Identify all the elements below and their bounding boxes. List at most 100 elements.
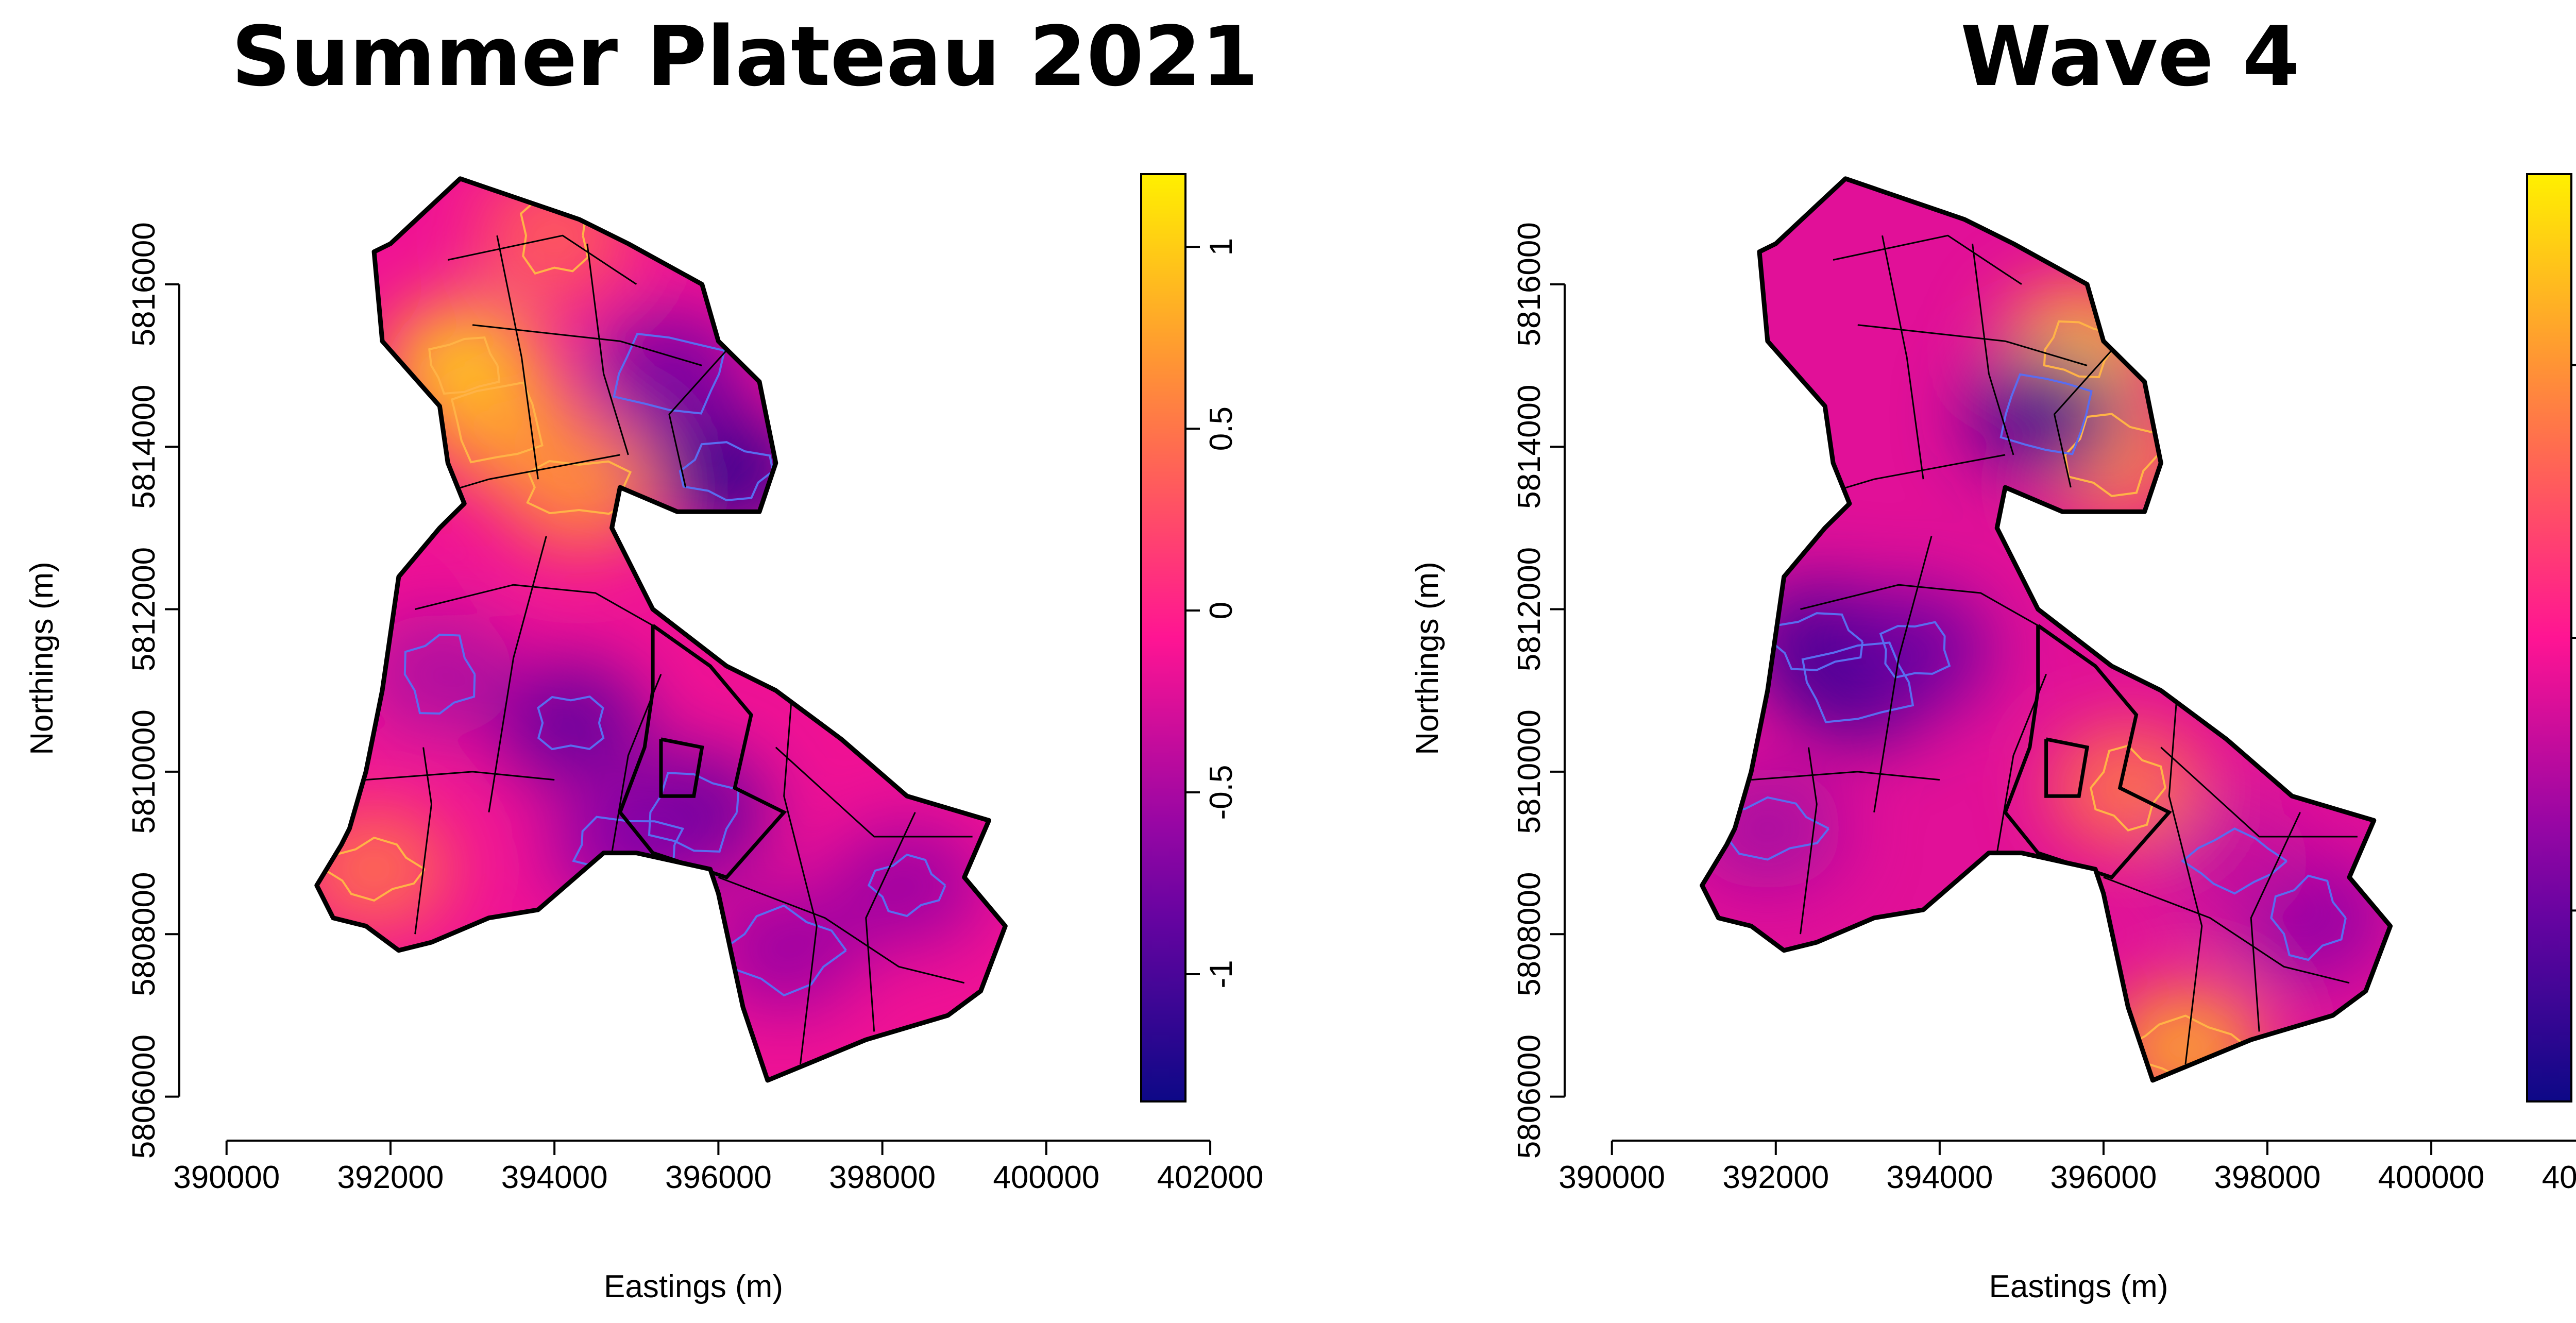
colorbar-tick-label: -1 bbox=[1204, 960, 1239, 988]
x-tick-label: 398000 bbox=[829, 1160, 936, 1195]
x-tick-label: 400000 bbox=[2378, 1160, 2485, 1195]
x-tick-label: 390000 bbox=[173, 1160, 280, 1195]
map-panel-2: Wave 4 390000 392000 394000 396000 398000 4000… bbox=[1410, 8, 2576, 1304]
contour-line bbox=[403, 633, 476, 715]
heat-hotspot bbox=[2157, 799, 2312, 923]
y-tick-label: 5816000 bbox=[126, 222, 162, 346]
x-tick-label: 398000 bbox=[2214, 1160, 2321, 1195]
ward-boundary bbox=[1857, 324, 2088, 366]
y-axis-label: Northings (m) bbox=[24, 562, 60, 755]
x-tick-label: 392000 bbox=[1722, 1160, 1829, 1195]
chart-title: Summer Plateau 2021 bbox=[231, 8, 1259, 105]
heat-hotspot bbox=[591, 312, 747, 436]
chart-title: Wave 4 bbox=[1960, 8, 2300, 105]
district-boundary bbox=[659, 737, 704, 798]
ward-boundary bbox=[1751, 771, 1940, 781]
y-tick-label: 5810000 bbox=[126, 709, 162, 834]
contour-line bbox=[428, 336, 501, 395]
contour-line bbox=[648, 772, 740, 853]
contour-line bbox=[1801, 641, 1914, 723]
x-tick-label: 400000 bbox=[993, 1160, 1099, 1195]
y-tick-label: 5814000 bbox=[1512, 384, 1547, 508]
heat-hotspot bbox=[1838, 588, 1993, 712]
x-tick-label: 396000 bbox=[2050, 1160, 2157, 1195]
y-tick-label: 5812000 bbox=[126, 547, 162, 671]
heat-hotspot bbox=[2050, 726, 2206, 850]
y-tick-label: 5808000 bbox=[1512, 872, 1547, 996]
contour-line bbox=[613, 332, 726, 415]
ward-boundary bbox=[1800, 584, 2039, 626]
heat-hotspot bbox=[494, 661, 648, 785]
district-boundary bbox=[2003, 624, 2172, 879]
ward-boundary bbox=[775, 747, 973, 838]
colorbar bbox=[1140, 173, 1187, 1102]
heat-hotspot bbox=[2108, 986, 2263, 1080]
x-tick-label: 392000 bbox=[337, 1160, 444, 1195]
y-tick-label: 5810000 bbox=[1512, 709, 1547, 834]
ward-boundary bbox=[488, 536, 547, 812]
ward-boundary bbox=[472, 324, 703, 366]
y-tick-label: 5816000 bbox=[1512, 222, 1547, 346]
ward-boundary bbox=[2168, 690, 2203, 1064]
ward-boundary bbox=[783, 690, 818, 1064]
contour-line bbox=[2270, 874, 2347, 961]
ward-boundary bbox=[2250, 812, 2301, 1032]
x-tick-label: 390000 bbox=[1558, 1160, 1665, 1195]
ward-boundary bbox=[366, 771, 555, 781]
contour-line bbox=[2181, 827, 2287, 895]
contour-line bbox=[450, 381, 544, 464]
y-tick-label: 5814000 bbox=[126, 384, 162, 508]
ward-boundary bbox=[865, 812, 916, 1032]
ward-boundary bbox=[586, 243, 629, 455]
colorbar-tick-label: 0.5 bbox=[1204, 406, 1239, 451]
contour-line bbox=[537, 696, 605, 751]
y-axis-label: Northings (m) bbox=[1410, 562, 1445, 755]
contour-line bbox=[1879, 621, 1951, 679]
ward-boundary bbox=[1972, 243, 2014, 455]
colorbar-tick-label: 0 bbox=[1204, 602, 1239, 619]
contour-line bbox=[867, 853, 946, 918]
ward-boundary bbox=[2103, 876, 2350, 984]
ward-boundary bbox=[496, 235, 539, 480]
x-axis-label: Eastings (m) bbox=[1989, 1269, 2168, 1304]
district-boundary bbox=[2044, 737, 2090, 798]
x-tick-label: 394000 bbox=[1886, 1160, 1993, 1195]
colorbar bbox=[2526, 173, 2572, 1102]
heat-hotspot bbox=[1702, 767, 1845, 891]
heat-hotspot bbox=[829, 823, 985, 947]
x-tick-label: 402000 bbox=[1157, 1160, 1264, 1195]
heat-hotspot bbox=[501, 426, 656, 550]
heat-hotspot bbox=[1969, 352, 2124, 477]
y-tick-label: 5806000 bbox=[1512, 1034, 1547, 1159]
ward-boundary bbox=[1873, 536, 1933, 812]
colorbar-tick-label: -0.5 bbox=[1204, 765, 1239, 820]
x-axis-label: Eastings (m) bbox=[604, 1269, 783, 1304]
ward-boundary bbox=[668, 341, 736, 488]
heat-hotspot bbox=[362, 612, 517, 736]
ward-boundary bbox=[1882, 235, 1924, 480]
x-tick-label: 396000 bbox=[665, 1160, 772, 1195]
heat-hotspot bbox=[706, 888, 861, 1012]
ward-boundary bbox=[2053, 341, 2121, 488]
y-tick-label: 5806000 bbox=[126, 1034, 162, 1159]
ward-boundary bbox=[447, 234, 637, 285]
heat-field bbox=[1702, 178, 2391, 1080]
ward-boundary bbox=[415, 584, 653, 626]
contour-line bbox=[679, 441, 774, 502]
heat-field bbox=[316, 178, 1006, 1080]
contour-line bbox=[1999, 373, 2093, 455]
x-tick-label: 402000 bbox=[2542, 1160, 2576, 1195]
ward-boundary bbox=[718, 876, 965, 984]
x-tick-label: 394000 bbox=[501, 1160, 608, 1195]
ward-boundary bbox=[1833, 234, 2022, 285]
region-outline bbox=[1700, 176, 2393, 1083]
map-panel-1: Summer Plateau 2021 390000 392000 394000 396… bbox=[24, 8, 1264, 1304]
district-boundary bbox=[618, 624, 787, 879]
colorbar-tick-label: 1 bbox=[1204, 238, 1239, 256]
ward-boundary bbox=[414, 747, 433, 935]
contour-line bbox=[2064, 413, 2159, 497]
y-tick-label: 5808000 bbox=[126, 872, 162, 996]
ward-boundary bbox=[2160, 747, 2358, 838]
y-tick-label: 5812000 bbox=[1512, 547, 1547, 671]
